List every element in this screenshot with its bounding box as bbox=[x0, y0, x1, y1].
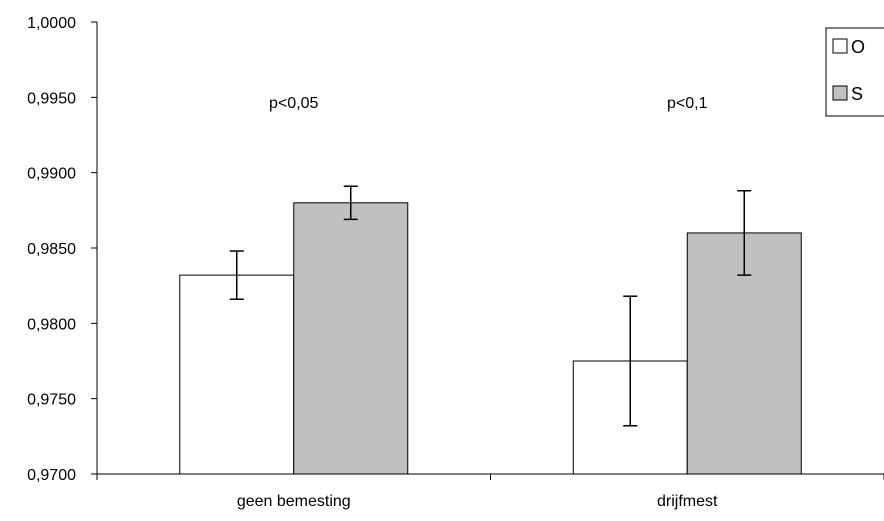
legend-swatch bbox=[832, 85, 848, 101]
y-tick-label: 1,0000 bbox=[27, 15, 76, 32]
y-tick-label: 0,9950 bbox=[27, 90, 76, 107]
y-tick-label: 0,9800 bbox=[27, 316, 76, 333]
bar bbox=[179, 274, 295, 475]
legend-swatch bbox=[832, 38, 848, 54]
legend: OS bbox=[825, 27, 884, 117]
legend-label: S bbox=[851, 84, 863, 104]
error-bars bbox=[229, 185, 752, 427]
x-tick-label: geen bemesting bbox=[237, 493, 351, 510]
y-tick-label: 0,9700 bbox=[27, 467, 76, 484]
y-tick-label: 0,9750 bbox=[27, 392, 76, 409]
annotations: p<0,05 p<0,1 bbox=[269, 95, 708, 112]
significance-annotation: p<0,1 bbox=[667, 95, 708, 112]
significance-annotation: p<0,05 bbox=[269, 95, 318, 112]
x-tick-labels: geen bemesting drijfmest bbox=[237, 493, 718, 510]
bar bbox=[293, 202, 409, 475]
bars bbox=[179, 202, 802, 475]
y-tick-label: 0,9900 bbox=[27, 166, 76, 183]
y-tick-labels: 0,9700 0,9750 0,9800 0,9850 0,9900 0,9950 1,00… bbox=[27, 15, 76, 484]
x-tick-label: drijfmest bbox=[657, 493, 718, 510]
y-tick-label: 0,9850 bbox=[27, 241, 76, 258]
legend-label: O bbox=[851, 37, 865, 57]
